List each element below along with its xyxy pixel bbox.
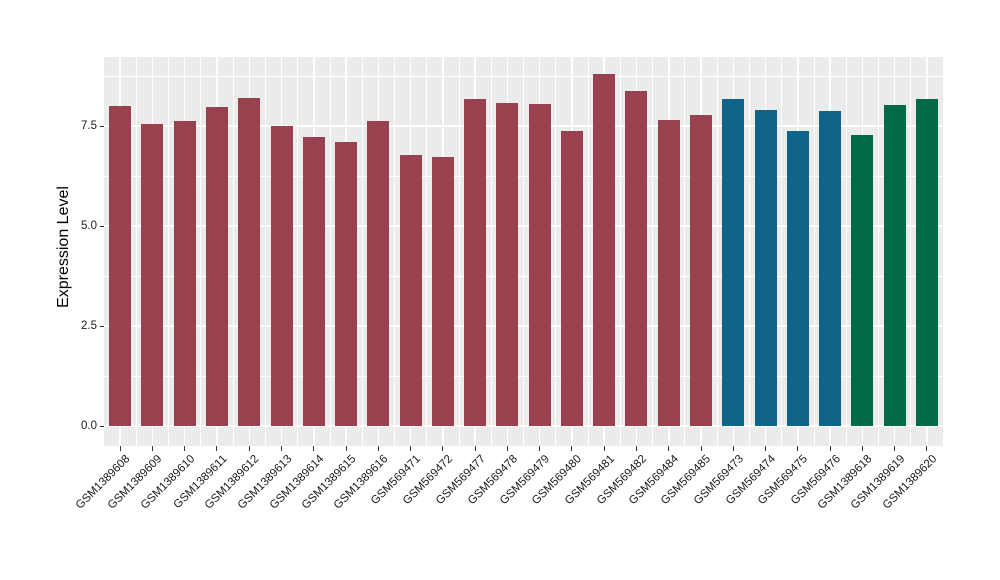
bar-GSM1389609 — [141, 124, 164, 426]
bar-GSM569476 — [819, 111, 842, 426]
bar-GSM1389620 — [915, 99, 938, 426]
gridline-minor-vertical — [490, 57, 492, 446]
x-tick-mark — [151, 446, 153, 451]
bar-GSM569482 — [625, 91, 648, 426]
y-tick-label: 2.5 — [81, 319, 97, 332]
x-tick-mark — [184, 446, 186, 451]
x-tick-label: GSM1389608 — [73, 453, 133, 512]
x-tick-mark — [635, 446, 637, 451]
bar-GSM569477 — [464, 99, 487, 426]
x-tick-mark — [765, 446, 766, 451]
gridline-minor-vertical — [297, 57, 298, 446]
bar-GSM569474 — [754, 110, 777, 426]
x-tick-mark — [603, 446, 605, 451]
gridline-minor-vertical — [813, 57, 815, 446]
y-tick-mark — [99, 425, 104, 427]
gridline-minor-vertical — [587, 57, 589, 446]
bar-GSM569484 — [657, 120, 680, 426]
x-tick-mark — [732, 446, 734, 451]
x-tick-mark — [668, 446, 670, 451]
gridline-minor-vertical — [684, 57, 686, 446]
bar-GSM1389615 — [335, 142, 357, 427]
bar-GSM1389612 — [238, 98, 261, 426]
bar-GSM1389614 — [302, 137, 325, 427]
y-tick-label: 7.5 — [81, 119, 97, 132]
bar-GSM569475 — [786, 131, 809, 426]
gridline-minor-vertical — [264, 57, 266, 446]
gridline-minor-vertical — [652, 57, 653, 446]
x-tick-mark — [797, 446, 799, 451]
gridline-minor-vertical — [878, 57, 879, 446]
gridline-minor-vertical — [361, 57, 363, 446]
y-tick-mark — [99, 325, 104, 327]
bar-GSM569471 — [399, 154, 422, 426]
bar-GSM569473 — [722, 99, 745, 426]
bar-GSM1389616 — [367, 121, 390, 426]
gridline-minor-vertical — [200, 57, 202, 446]
gridline-minor-vertical — [329, 57, 331, 446]
bar-GSM1389618 — [851, 135, 874, 427]
gridline-minor-vertical — [845, 57, 847, 446]
bar-GSM1389613 — [270, 126, 293, 426]
x-tick-mark — [926, 446, 928, 451]
gridline-minor-vertical — [426, 57, 428, 446]
gridline-minor-vertical — [716, 57, 718, 446]
bar-GSM569472 — [431, 156, 454, 426]
x-tick-mark — [894, 446, 896, 451]
y-tick-mark — [99, 125, 104, 127]
bar-GSM1389619 — [883, 105, 906, 426]
gridline-minor-vertical — [168, 57, 169, 446]
x-tick-mark — [506, 446, 508, 451]
gridline-minor-vertical — [619, 57, 621, 446]
gridline-minor-vertical — [232, 57, 234, 446]
x-tick-mark — [345, 446, 347, 451]
gridline-minor-vertical — [135, 57, 137, 446]
bar-GSM1389610 — [173, 121, 196, 426]
x-tick-mark — [410, 446, 412, 451]
x-tick-mark — [829, 446, 831, 451]
x-tick-mark — [281, 446, 282, 451]
bar-GSM569479 — [528, 104, 551, 426]
gridline-minor-vertical — [555, 57, 557, 446]
bar-GSM1389608 — [109, 106, 132, 426]
x-tick-mark — [313, 446, 315, 451]
x-tick-mark — [119, 446, 121, 451]
gridline-minor-vertical — [523, 57, 524, 446]
x-tick-mark — [861, 446, 863, 451]
bar-GSM569480 — [560, 131, 583, 426]
x-tick-mark — [442, 446, 444, 451]
gridline-minor-vertical — [781, 57, 783, 446]
x-tick-mark — [571, 446, 573, 451]
y-axis-title: Expression Level — [55, 185, 72, 308]
x-tick-mark — [474, 446, 476, 451]
y-tick-label: 0.0 — [81, 419, 97, 432]
y-tick-label: 5.0 — [81, 219, 97, 232]
plot-panel — [104, 57, 943, 446]
bar-GSM569481 — [593, 74, 616, 426]
x-tick-mark — [248, 446, 250, 451]
bar-GSM569485 — [690, 115, 712, 426]
gridline-minor-vertical — [910, 57, 912, 446]
gridline-minor-vertical — [749, 57, 750, 446]
x-tick-mark — [700, 446, 702, 451]
x-tick-mark — [216, 446, 218, 451]
y-tick-mark — [99, 225, 104, 227]
x-tick-mark — [539, 446, 541, 451]
bar-GSM1389611 — [205, 107, 228, 426]
bar-GSM569478 — [496, 103, 519, 426]
gridline-minor-vertical — [394, 57, 395, 446]
x-tick-mark — [377, 446, 379, 451]
gridline-minor-vertical — [458, 57, 460, 446]
